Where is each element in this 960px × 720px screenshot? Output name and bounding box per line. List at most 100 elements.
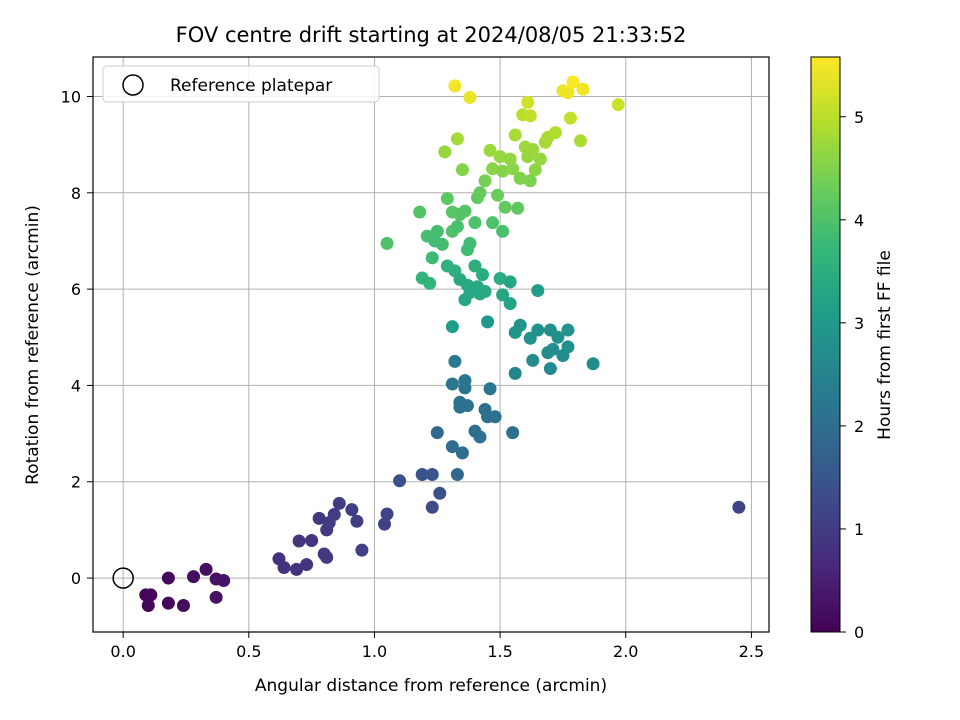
data-point: [350, 514, 364, 528]
x-axis-label: Angular distance from reference (arcmin): [255, 676, 607, 696]
data-point: [141, 599, 155, 613]
data-point: [561, 86, 575, 100]
data-point: [380, 507, 394, 521]
legend-marker: [122, 74, 144, 96]
data-point: [430, 426, 444, 440]
data-point: [496, 224, 510, 238]
chart-title: FOV centre drift starting at 2024/08/05 …: [176, 23, 687, 47]
data-point: [320, 550, 334, 564]
data-point: [611, 98, 625, 112]
data-point: [574, 134, 588, 148]
data-point: [290, 562, 304, 576]
data-point: [486, 216, 500, 230]
data-point: [209, 590, 223, 604]
data-point: [161, 571, 175, 585]
colorbar: 0 1 2 3 4 5 Hours from first FF file: [810, 56, 895, 642]
data-point: [533, 152, 547, 166]
data-point: [488, 410, 502, 424]
data-point: [561, 323, 575, 337]
data-point: [491, 188, 505, 202]
data-point: [473, 430, 487, 444]
data-point: [176, 599, 190, 613]
data-point: [732, 500, 746, 514]
colorbar-tick-label: 5: [854, 108, 864, 127]
data-point: [199, 562, 213, 576]
plot-frame: [92, 56, 770, 633]
data-point: [586, 357, 600, 371]
data-point: [543, 362, 557, 376]
data-point: [161, 596, 175, 610]
data-point: [393, 474, 407, 488]
data-point: [463, 236, 477, 250]
data-point: [493, 150, 507, 164]
reference-point: [112, 567, 134, 589]
data-point: [476, 268, 490, 282]
data-point: [486, 162, 500, 176]
data-point: [332, 496, 346, 510]
data-point: [496, 288, 510, 302]
data-point: [483, 143, 497, 157]
colorbar-tick-label: 1: [854, 520, 864, 539]
data-point: [448, 79, 462, 93]
reference-marker: [112, 567, 134, 589]
data-point: [460, 399, 474, 413]
y-tick-label: 8: [71, 184, 81, 203]
data-point: [528, 163, 542, 177]
data-point: [292, 534, 306, 548]
colorbar-label: Hours from first FF file: [875, 250, 895, 440]
data-point: [468, 216, 482, 230]
data-point: [521, 95, 535, 109]
data-point: [561, 340, 575, 354]
data-point: [563, 111, 577, 125]
colorbar-tick-label: 3: [854, 314, 864, 333]
data-point: [187, 570, 201, 584]
data-point: [380, 236, 394, 250]
data-point: [445, 440, 459, 454]
colorbar-ticks: 0 1 2 3 4 5: [840, 108, 864, 642]
data-point: [378, 517, 392, 531]
y-axis-ticks: 0 2 4 6 8 10: [61, 87, 93, 588]
data-point: [438, 145, 452, 159]
x-tick-label: 1.5: [487, 642, 512, 661]
data-point: [345, 503, 359, 517]
data-point: [448, 354, 462, 368]
data-point: [566, 75, 580, 89]
data-point: [478, 285, 492, 299]
data-point: [508, 366, 522, 380]
data-point: [513, 318, 527, 332]
data-point: [355, 543, 369, 557]
data-point: [478, 174, 492, 188]
data-point: [508, 128, 522, 142]
y-tick-label: 10: [61, 87, 81, 106]
data-point: [458, 374, 472, 388]
data-point: [473, 186, 487, 200]
colorbar-tick-label: 2: [854, 417, 864, 436]
data-point: [415, 468, 429, 482]
y-axis-label: Rotation from reference (arcmin): [23, 205, 43, 485]
data-point: [144, 588, 158, 602]
data-point: [551, 330, 565, 344]
data-point: [458, 204, 472, 218]
data-point: [523, 174, 537, 188]
data-point: [450, 220, 464, 234]
data-point: [526, 353, 540, 367]
data-point: [531, 284, 545, 298]
data-point: [503, 275, 517, 289]
data-point: [435, 237, 449, 251]
grid-lines: [93, 57, 769, 632]
data-points: [139, 75, 746, 613]
data-point: [445, 320, 459, 334]
data-point: [481, 315, 495, 329]
data-point: [546, 342, 560, 356]
data-point: [548, 126, 562, 140]
data-point: [468, 259, 482, 273]
data-point: [217, 573, 231, 587]
data-point: [423, 276, 437, 290]
data-point: [506, 162, 520, 176]
data-point: [493, 272, 507, 286]
data-point: [430, 224, 444, 238]
y-tick-label: 6: [71, 280, 81, 299]
data-point: [312, 511, 326, 525]
x-tick-label: 2.5: [739, 642, 764, 661]
